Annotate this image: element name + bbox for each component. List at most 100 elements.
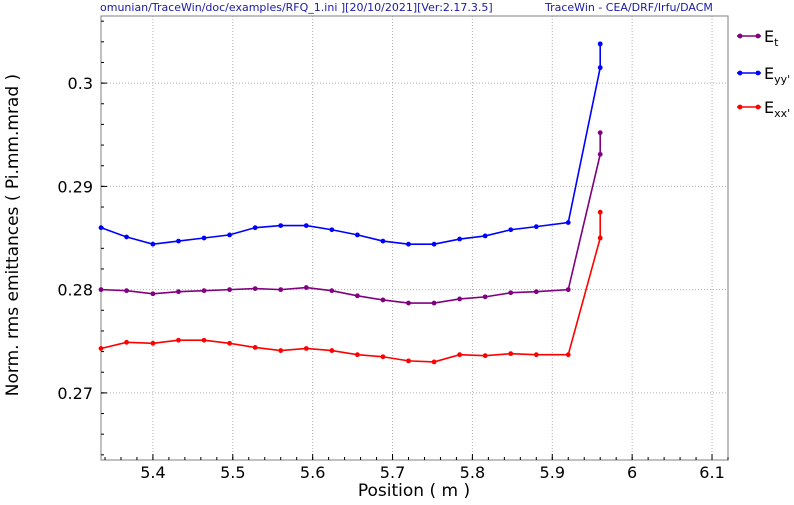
data-point <box>597 65 603 71</box>
series-2 <box>98 209 603 365</box>
data-point <box>303 223 309 229</box>
header-app-info: TraceWin - CEA/DRF/Irfu/DACM <box>545 1 713 14</box>
legend-label-sub: yy' <box>774 73 791 86</box>
x-axis-ticks: 5.4 5.5 5.6 5.7 5.8 5.9 6 6.1 <box>104 454 729 482</box>
data-point <box>354 232 360 238</box>
data-point <box>124 234 129 240</box>
data-point <box>533 352 539 358</box>
data-point <box>597 151 603 157</box>
x-tick-label: 5.4 <box>140 463 165 482</box>
data-point <box>354 293 360 299</box>
x-tick-label: 5.5 <box>220 463 245 482</box>
series-0 <box>98 130 603 306</box>
data-point <box>431 241 437 247</box>
data-point <box>252 345 258 350</box>
data-point <box>508 351 514 357</box>
x-tick-label: 5.9 <box>540 463 565 482</box>
x-tick-label: 5.6 <box>300 463 325 482</box>
data-point <box>150 291 156 297</box>
data-point <box>508 290 514 296</box>
data-point <box>380 238 386 244</box>
data-point <box>303 346 309 351</box>
y-axis-ticks: 0.27 0.28 0.29 0.3 <box>57 20 107 456</box>
data-point <box>227 287 232 293</box>
data-point <box>482 233 488 239</box>
data-point <box>482 294 488 300</box>
legend-label-main: E <box>764 64 775 83</box>
x-axis-label: Position ( m ) <box>357 481 471 501</box>
data-point <box>380 297 386 303</box>
legend-label-sub: t <box>774 36 779 49</box>
header-file-info: omunian/TraceWin/doc/examples/RFQ_1.ini … <box>100 1 493 14</box>
legend-swatch <box>737 33 761 39</box>
data-point <box>227 232 232 238</box>
data-point <box>533 224 539 230</box>
data-point <box>565 287 571 293</box>
data-point <box>201 235 207 241</box>
x-tick-label: 6 <box>627 463 637 482</box>
data-point <box>150 241 156 247</box>
x-tick-label: 5.8 <box>460 463 485 482</box>
data-point <box>431 300 437 306</box>
data-point <box>354 352 360 358</box>
data-point <box>278 223 284 229</box>
x-tick-label: 5.7 <box>380 463 405 482</box>
legend-swatch <box>737 70 761 76</box>
data-point <box>252 225 258 231</box>
plot-frame <box>100 15 729 461</box>
data-point <box>227 340 232 346</box>
data-point <box>406 358 411 364</box>
data-point <box>597 209 603 215</box>
data-point <box>329 288 335 294</box>
y-tick-label: 0.28 <box>57 281 93 300</box>
data-point <box>278 287 284 293</box>
legend-label-main: E <box>764 98 775 117</box>
legend-label-main: E <box>764 27 775 46</box>
series-line <box>100 132 602 304</box>
data-point <box>98 346 104 351</box>
data-point <box>150 340 156 346</box>
data-point <box>380 354 386 360</box>
data-point <box>98 225 104 231</box>
data-point <box>278 348 284 353</box>
data-point <box>565 352 571 358</box>
data-point <box>303 285 309 290</box>
legend-label-sub: xx' <box>774 107 791 120</box>
series-layer <box>98 41 603 365</box>
data-point <box>124 288 129 294</box>
series-line <box>100 212 602 363</box>
data-point <box>329 348 335 353</box>
y-tick-label: 0.27 <box>57 384 93 403</box>
legend-swatch <box>737 104 761 110</box>
x-tick-label: 6.1 <box>699 463 724 482</box>
data-point <box>329 227 335 233</box>
data-point <box>457 236 463 242</box>
chart-grid <box>101 16 728 460</box>
data-point <box>457 352 463 358</box>
y-tick-label: 0.3 <box>68 74 93 93</box>
data-point <box>98 287 104 293</box>
data-point <box>406 300 411 306</box>
series-line <box>100 43 602 246</box>
series-1 <box>98 41 603 247</box>
data-point <box>176 238 181 244</box>
data-point <box>431 359 437 365</box>
data-point <box>124 339 129 345</box>
legend-label: Exx' <box>764 98 790 120</box>
data-point <box>508 227 514 233</box>
data-point <box>176 337 181 343</box>
data-point <box>565 220 571 225</box>
data-point <box>201 337 207 343</box>
data-point <box>406 241 411 247</box>
y-axis-label: Norm. rms emittances ( Pi.mm.mrad ) <box>3 73 23 397</box>
data-point <box>201 288 207 294</box>
data-point <box>533 289 539 295</box>
legend-label: Eyy' <box>764 64 790 86</box>
data-point <box>252 286 258 291</box>
y-tick-label: 0.29 <box>57 177 93 196</box>
data-point <box>597 41 603 47</box>
data-point <box>457 296 463 302</box>
data-point <box>482 353 488 359</box>
data-point <box>597 130 603 136</box>
